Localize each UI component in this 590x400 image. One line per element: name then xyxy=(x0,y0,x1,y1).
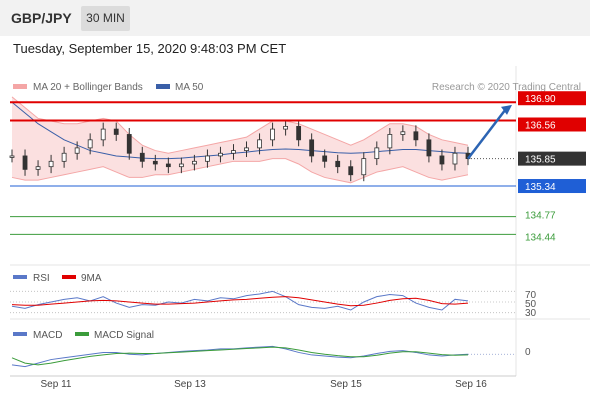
level-badge-136.90 xyxy=(518,91,586,106)
timeframe-button[interactable]: 30 MIN xyxy=(81,6,130,31)
currency-pair-label: GBP/JPY xyxy=(11,10,72,26)
ma50-line xyxy=(11,101,469,160)
candle-body xyxy=(113,128,119,135)
level-label-135.34: 135.34 xyxy=(525,182,556,193)
candle-body xyxy=(387,134,393,149)
legend-label-bollinger: MA 20 + Bollinger Bands xyxy=(33,82,143,93)
macd-line xyxy=(11,345,469,368)
bollinger-lower-line xyxy=(11,158,469,184)
x-tick-sep13: Sep 13 xyxy=(174,379,206,390)
legend-swatch-bollinger xyxy=(13,84,27,89)
macd-tick-0: 0 xyxy=(525,347,531,358)
chart-credit: Research © 2020 Trading Central xyxy=(432,82,581,93)
level-label-135.85: 135.85 xyxy=(525,155,556,166)
forecast-arrow-shaft xyxy=(467,108,507,160)
candle-body xyxy=(296,126,302,141)
candle-body xyxy=(48,160,54,168)
candle-body xyxy=(270,128,275,141)
candle-body xyxy=(400,131,406,135)
level-badge-135.85 xyxy=(518,151,586,166)
x-tick-sep16: Sep 16 xyxy=(455,379,487,390)
candle-body xyxy=(178,163,184,168)
macd-legend: MACD MACD Signal xyxy=(13,330,154,341)
rsi-line xyxy=(11,290,469,311)
candle-body xyxy=(22,155,28,170)
candle-body xyxy=(452,152,458,165)
main-legend: MA 20 + Bollinger Bands MA 50 Research ©… xyxy=(13,82,581,93)
candle-body xyxy=(244,147,249,151)
level-badge-136.56 xyxy=(518,117,586,132)
candle-body xyxy=(139,152,145,162)
legend-swatch-ma50 xyxy=(156,84,170,89)
candle-body xyxy=(309,139,315,157)
candle-body xyxy=(322,155,328,162)
rsi-tick-70: 70 xyxy=(525,290,537,301)
level-label-134.44: 134.44 xyxy=(525,232,556,243)
candle-body xyxy=(74,147,80,154)
candle-body xyxy=(100,128,106,141)
legend-label-macd-signal: MACD Signal xyxy=(94,330,154,341)
candle-body xyxy=(257,139,262,149)
x-tick-sep11: Sep 11 xyxy=(41,379,72,390)
x-tick-sep15: Sep 15 xyxy=(330,379,362,390)
candle-body xyxy=(35,166,41,170)
candle-body xyxy=(335,160,341,168)
candle-body xyxy=(218,152,223,157)
legend-label-ma50: MA 50 xyxy=(175,82,204,93)
bollinger-band-area xyxy=(12,96,468,183)
candle-body xyxy=(165,163,171,168)
level-badge-135.34 xyxy=(518,179,586,194)
candle-body xyxy=(231,150,236,154)
forecast-arrow-head xyxy=(501,104,512,115)
candle-body xyxy=(191,160,197,165)
candle-body xyxy=(152,160,158,165)
candle-body xyxy=(205,155,210,162)
candle-body xyxy=(439,155,445,165)
legend-swatch-macd-signal xyxy=(75,332,89,336)
legend-label-macd: MACD xyxy=(33,330,62,341)
top-bar: GBP/JPY 30 MIN xyxy=(0,0,590,36)
rsi-tick-30: 30 xyxy=(525,308,537,319)
legend-swatch-macd xyxy=(13,332,27,336)
candle-body xyxy=(413,131,419,141)
candle-body xyxy=(361,158,367,176)
level-label-136.56: 136.56 xyxy=(525,120,556,131)
candle-body xyxy=(61,152,67,162)
legend-label-rsi-ma: 9MA xyxy=(81,273,102,284)
macd-signal-line xyxy=(11,346,469,366)
candle-body xyxy=(9,155,15,158)
candle-body xyxy=(126,134,132,154)
legend-swatch-rsi xyxy=(13,275,27,279)
candle-body xyxy=(426,139,432,157)
rsi-ma-line xyxy=(11,296,469,307)
chart-series: 136.90 136.56 135.85 135.34 134.77 134.44 xyxy=(9,91,586,368)
timestamp: Tuesday, September 15, 2020 9:48:03 PM C… xyxy=(13,41,287,56)
candle-body xyxy=(283,126,289,130)
legend-label-rsi: RSI xyxy=(33,273,50,284)
candle-body xyxy=(348,166,354,176)
candle-body xyxy=(87,139,93,149)
rsi-legend: RSI 9MA xyxy=(13,273,102,284)
rsi-tick-50: 50 xyxy=(525,299,537,310)
level-label-134.77: 134.77 xyxy=(525,211,556,222)
level-label-136.90: 136.90 xyxy=(525,94,556,105)
legend-swatch-rsi-ma xyxy=(62,275,76,279)
candle-body xyxy=(374,147,380,160)
